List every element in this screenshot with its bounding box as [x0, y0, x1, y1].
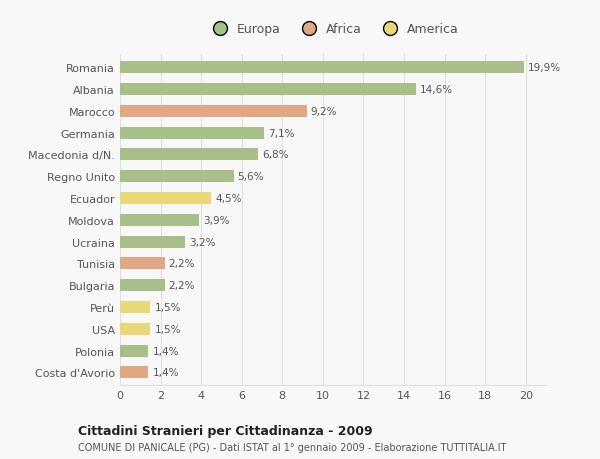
Text: 2,2%: 2,2%	[169, 259, 195, 269]
Text: 14,6%: 14,6%	[420, 85, 454, 95]
Text: COMUNE DI PANICALE (PG) - Dati ISTAT al 1° gennaio 2009 - Elaborazione TUTTITALI: COMUNE DI PANICALE (PG) - Dati ISTAT al …	[78, 442, 506, 452]
Bar	[120, 301, 151, 313]
Bar	[120, 258, 164, 270]
Bar	[120, 236, 185, 248]
Bar	[120, 128, 264, 140]
Text: 1,4%: 1,4%	[152, 346, 179, 356]
Bar	[120, 367, 148, 379]
Bar	[120, 149, 258, 161]
Text: 6,8%: 6,8%	[262, 150, 289, 160]
Bar	[120, 345, 148, 357]
Text: 7,1%: 7,1%	[268, 129, 295, 138]
Text: 1,5%: 1,5%	[154, 302, 181, 312]
Text: 9,2%: 9,2%	[311, 106, 337, 117]
Bar	[120, 84, 416, 96]
Text: Cittadini Stranieri per Cittadinanza - 2009: Cittadini Stranieri per Cittadinanza - 2…	[78, 425, 373, 437]
Bar	[120, 323, 151, 335]
Text: 4,5%: 4,5%	[215, 194, 242, 204]
Bar	[120, 171, 233, 183]
Bar	[120, 214, 199, 226]
Text: 19,9%: 19,9%	[528, 63, 561, 73]
Text: 3,9%: 3,9%	[203, 215, 230, 225]
Bar	[120, 62, 524, 74]
Text: 3,2%: 3,2%	[189, 237, 215, 247]
Text: 1,5%: 1,5%	[154, 324, 181, 334]
Legend: Europa, Africa, America: Europa, Africa, America	[202, 18, 464, 41]
Bar	[120, 106, 307, 118]
Bar	[120, 193, 211, 205]
Text: 5,6%: 5,6%	[238, 172, 264, 182]
Text: 2,2%: 2,2%	[169, 280, 195, 291]
Bar	[120, 280, 164, 291]
Text: 1,4%: 1,4%	[152, 368, 179, 377]
